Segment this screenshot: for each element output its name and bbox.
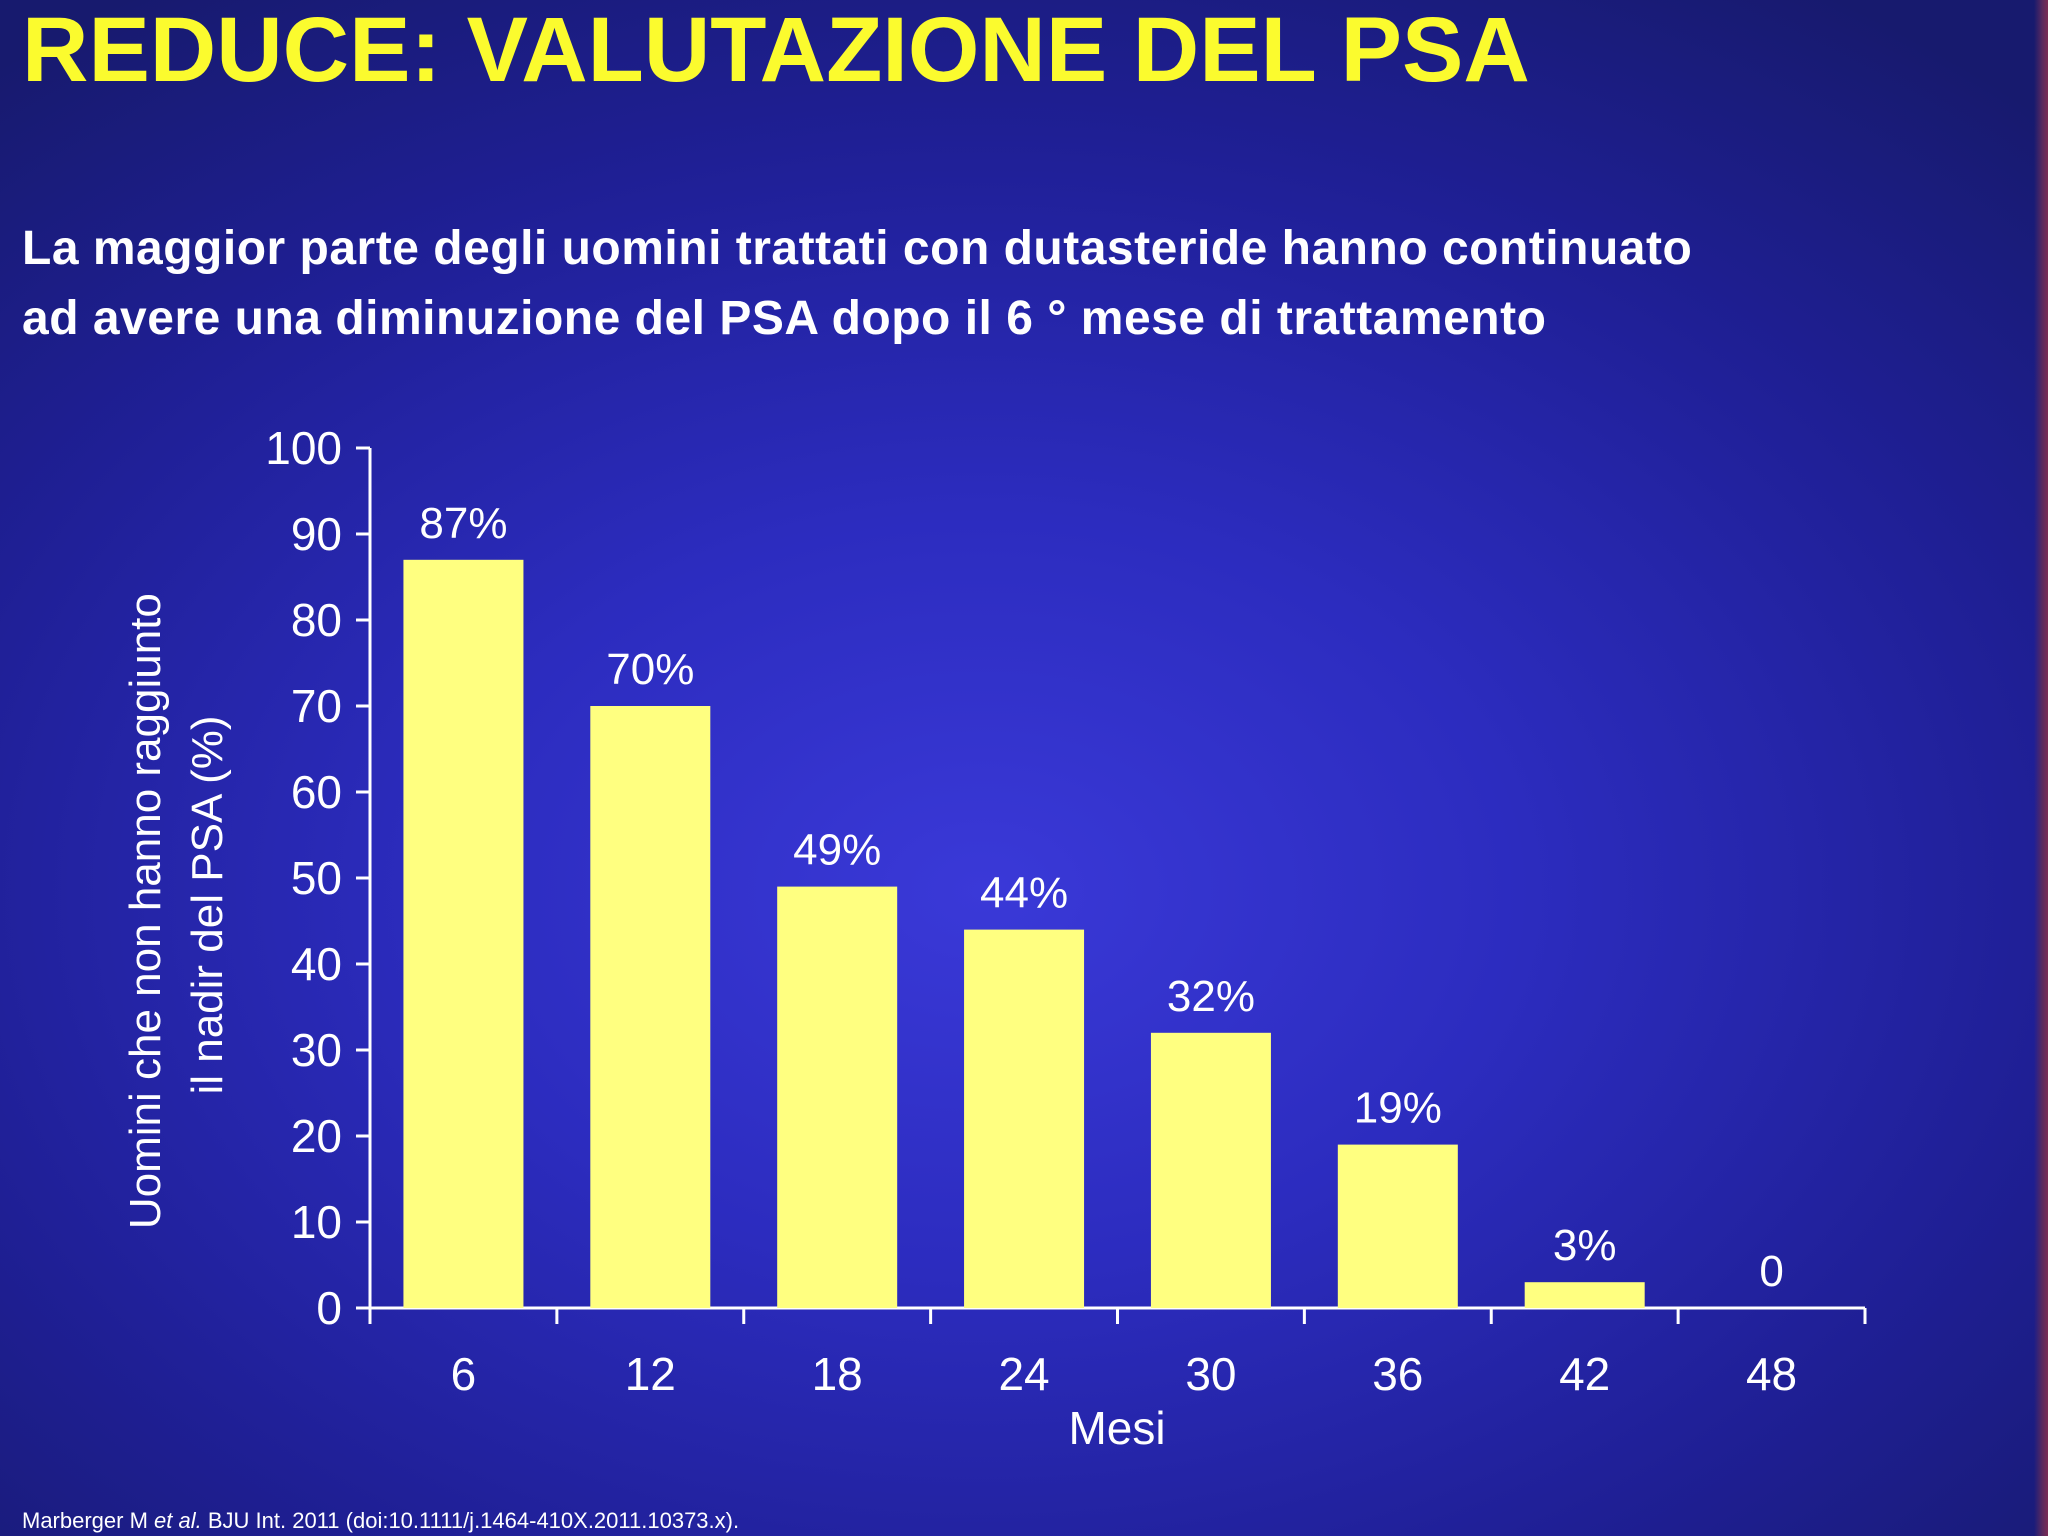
- y-tick-label: 100: [265, 422, 342, 474]
- x-tick-label: 18: [812, 1348, 863, 1400]
- bar: [590, 706, 711, 1308]
- y-tick-label: 0: [316, 1282, 342, 1334]
- citation-rest: BJU Int. 2011 (doi:10.1111/j.1464-410X.2…: [201, 1508, 740, 1533]
- y-tick-label: 60: [291, 766, 342, 818]
- data-label: 87%: [419, 499, 507, 548]
- data-label: 32%: [1167, 972, 1255, 1021]
- y-axis-title-line-1: Uomini che non hanno raggiunto: [121, 593, 170, 1229]
- data-labels: 87% 70% 49% 44% 32% 19% 3% 0: [419, 499, 1783, 1296]
- data-label: 0: [1759, 1247, 1783, 1296]
- bar: [964, 929, 1085, 1308]
- data-label: 3%: [1553, 1221, 1617, 1270]
- data-label: 44%: [980, 869, 1068, 918]
- y-axis-title-line-2: il nadir del PSA (%): [183, 715, 232, 1094]
- y-tick-label: 30: [291, 1024, 342, 1076]
- y-tick-label: 50: [291, 852, 342, 904]
- x-tick-label: 36: [1372, 1348, 1423, 1400]
- bars: [403, 559, 1645, 1308]
- citation-author: Marberger M: [22, 1508, 155, 1533]
- data-label: 49%: [793, 826, 881, 875]
- subtitle-line-1: La maggior parte degli uomini trattati c…: [22, 222, 1693, 275]
- x-axis: 6 12 18 24 30 36 42 48: [368, 1306, 1867, 1400]
- bar: [777, 886, 898, 1308]
- y-tick-label: 80: [291, 594, 342, 646]
- subtitle-line-2: ad avere una diminuzione del PSA dopo il…: [22, 292, 1547, 345]
- x-tick-label: 6: [451, 1348, 477, 1400]
- y-tick-label: 20: [291, 1110, 342, 1162]
- citation: Marberger M et al. BJU Int. 2011 (doi:10…: [22, 1508, 739, 1534]
- data-label: 19%: [1354, 1084, 1442, 1133]
- data-label: 70%: [606, 645, 694, 694]
- x-tick-label: 24: [998, 1348, 1049, 1400]
- slide-title: REDUCE: VALUTAZIONE DEL PSA: [22, 0, 1530, 101]
- bar: [1150, 1032, 1271, 1308]
- bar: [403, 559, 524, 1308]
- x-tick-label: 30: [1185, 1348, 1236, 1400]
- bar-chart: 0 10 20 30 40 50 60 70 80 90 100 6 12 18 24 30 36 42 48 8…: [121, 422, 1867, 1454]
- x-tick-label: 48: [1746, 1348, 1797, 1400]
- y-axis: 0 10 20 30 40 50 60 70 80 90 100: [265, 422, 372, 1334]
- y-tick-label: 90: [291, 508, 342, 560]
- bar: [1524, 1282, 1645, 1308]
- y-tick-label: 40: [291, 938, 342, 990]
- x-axis-title: Mesi: [1068, 1402, 1165, 1454]
- y-tick-label: 70: [291, 680, 342, 732]
- x-tick-label: 12: [625, 1348, 676, 1400]
- right-edge-shade: [2034, 0, 2048, 1536]
- bar: [1337, 1144, 1458, 1308]
- citation-etal: et al.: [154, 1508, 202, 1533]
- slide-subtitle: La maggior parte degli uomini trattati c…: [22, 214, 1692, 354]
- y-tick-label: 10: [291, 1196, 342, 1248]
- x-tick-label: 42: [1559, 1348, 1610, 1400]
- y-axis-title: Uomini che non hanno raggiunto il nadir …: [121, 581, 232, 1229]
